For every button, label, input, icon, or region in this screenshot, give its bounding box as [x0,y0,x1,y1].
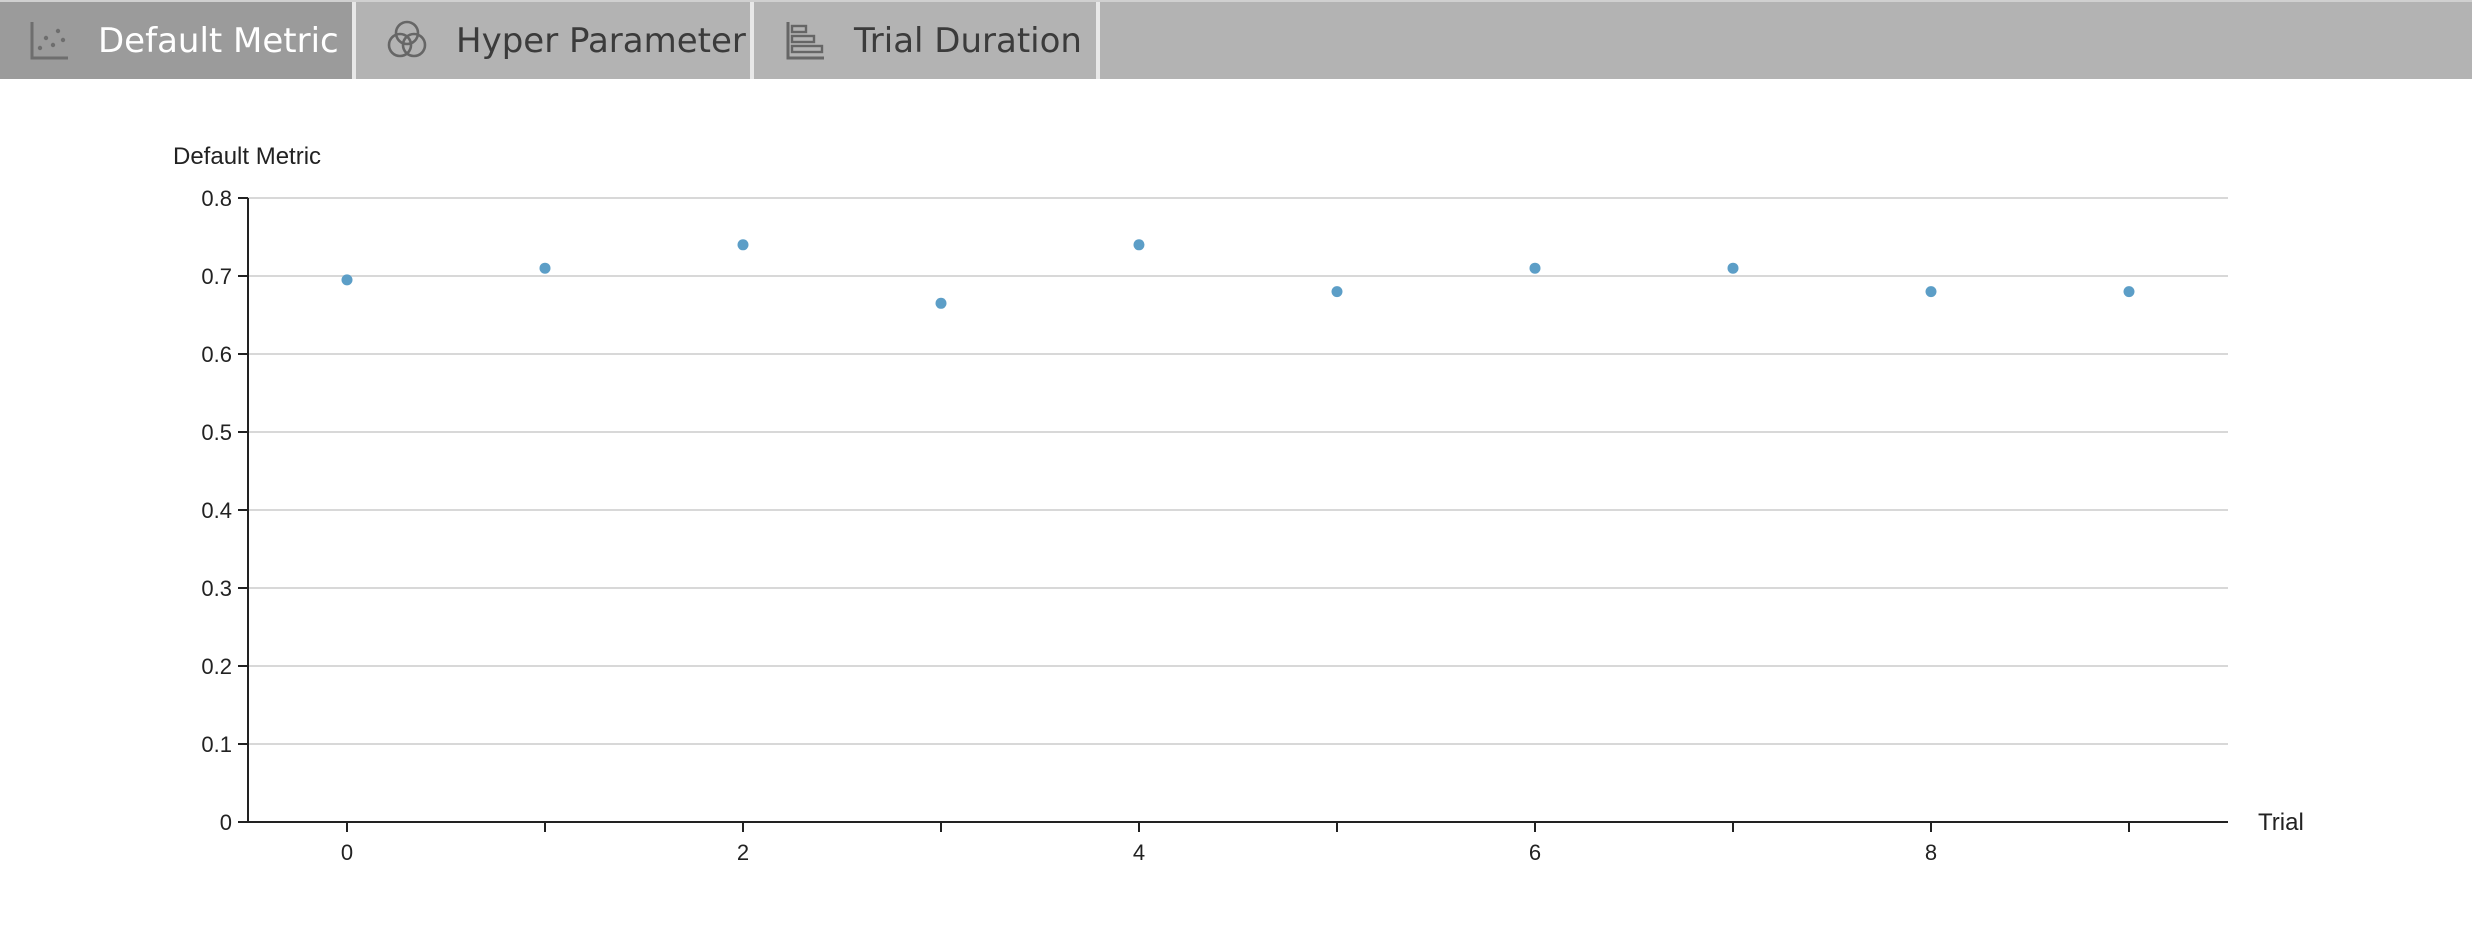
tab-label: Hyper Parameter [456,20,746,61]
y-axis-title: Default Metric [173,143,321,170]
y-tick-label: 0.3 [201,576,232,601]
x-tick-label: 4 [1133,840,1145,865]
data-point [341,274,353,286]
grid-lines [248,197,2228,745]
tab-default-metric[interactable]: Default Metric [0,2,356,79]
x-axis-ticks: 0 2 4 6 8 [341,822,2130,865]
x-tick-label: 2 [737,840,749,865]
y-tick-label: 0.5 [201,420,232,445]
y-tick-label: 0.1 [201,732,232,757]
y-tick-label: 0 [220,810,232,835]
data-point [1727,262,1739,274]
x-tick-label: 6 [1529,840,1541,865]
tab-label: Default Metric [98,20,339,61]
data-point [1331,286,1343,298]
y-tick-label: 0.6 [201,342,232,367]
data-point [1529,262,1541,274]
scatter-chart-icon [26,18,72,64]
y-tick-label: 0.2 [201,654,232,679]
data-point [737,239,749,251]
y-tick-label: 0.8 [201,186,232,211]
horizontal-bar-chart-icon [782,18,828,64]
data-point [539,262,551,274]
tab-bar: Default Metric Hyper Parameter [0,0,2472,79]
y-tick-label: 0.7 [201,264,232,289]
x-tick-label: 0 [341,840,353,865]
x-tick-label: 8 [1925,840,1937,865]
data-point [1133,239,1145,251]
tab-hyper-parameter[interactable]: Hyper Parameter [356,2,754,79]
x-axis-title: Trial [2258,809,2304,836]
data-point [1925,286,1937,298]
y-tick-label: 0.4 [201,498,232,523]
data-point [2123,286,2135,298]
data-point [935,297,947,309]
data-points [341,239,2135,309]
tab-label: Trial Duration [854,20,1082,61]
y-axis-ticks: 0 0.1 0.2 0.3 0.4 0.5 0.6 0.7 0.8 [201,186,248,835]
tab-trial-duration[interactable]: Trial Duration [754,2,1100,79]
venn-circles-icon [384,18,430,64]
